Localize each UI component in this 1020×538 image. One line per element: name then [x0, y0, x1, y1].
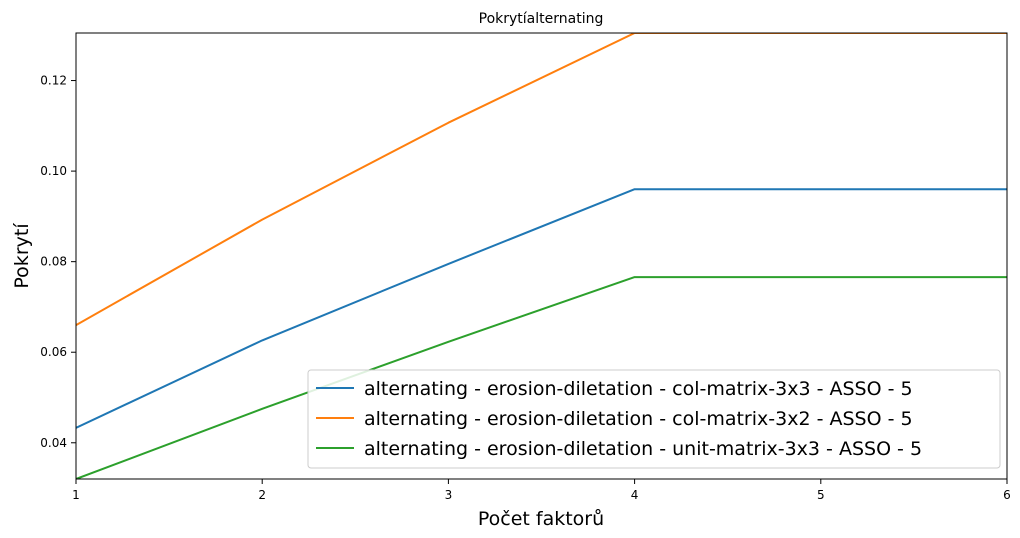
series-line-2: [76, 33, 1007, 326]
y-axis-label: Pokrytí: [11, 223, 33, 289]
y-tick-label: 0.06: [40, 345, 67, 359]
x-axis-label: Počet faktorů: [478, 508, 604, 530]
y-tick-label: 0.10: [40, 164, 67, 178]
x-tick-label: 2: [258, 488, 266, 502]
y-tick-label: 0.08: [40, 255, 67, 269]
x-tick-label: 6: [1003, 488, 1011, 502]
y-tick-label: 0.04: [40, 436, 67, 450]
x-axis-ticks: 1 2 3 4 5 6: [72, 479, 1011, 502]
y-tick-label: 0.12: [40, 74, 67, 88]
legend: alternating - erosion-diletation - col-m…: [307, 369, 1001, 469]
plot-lines: [76, 33, 1007, 479]
plot-frame: [75, 32, 1008, 480]
chart-title: Pokrytíalternating: [479, 11, 604, 27]
x-tick-label: 3: [445, 488, 453, 502]
legend-box: [307, 369, 1001, 469]
x-tick-label: 4: [631, 488, 639, 502]
y-axis-ticks: 0.04 0.06 0.08 0.10 0.12: [40, 74, 76, 450]
x-tick-label: 5: [817, 488, 825, 502]
x-tick-label: 1: [72, 488, 80, 502]
series-line-1: [76, 188, 1007, 429]
legend-entry-3: alternating - erosion-diletation - unit-…: [364, 438, 922, 460]
series-line-3: [76, 276, 1007, 479]
legend-entry-2: alternating - erosion-diletation - col-m…: [364, 408, 913, 430]
legend-entry-1: alternating - erosion-diletation - col-m…: [364, 378, 913, 400]
